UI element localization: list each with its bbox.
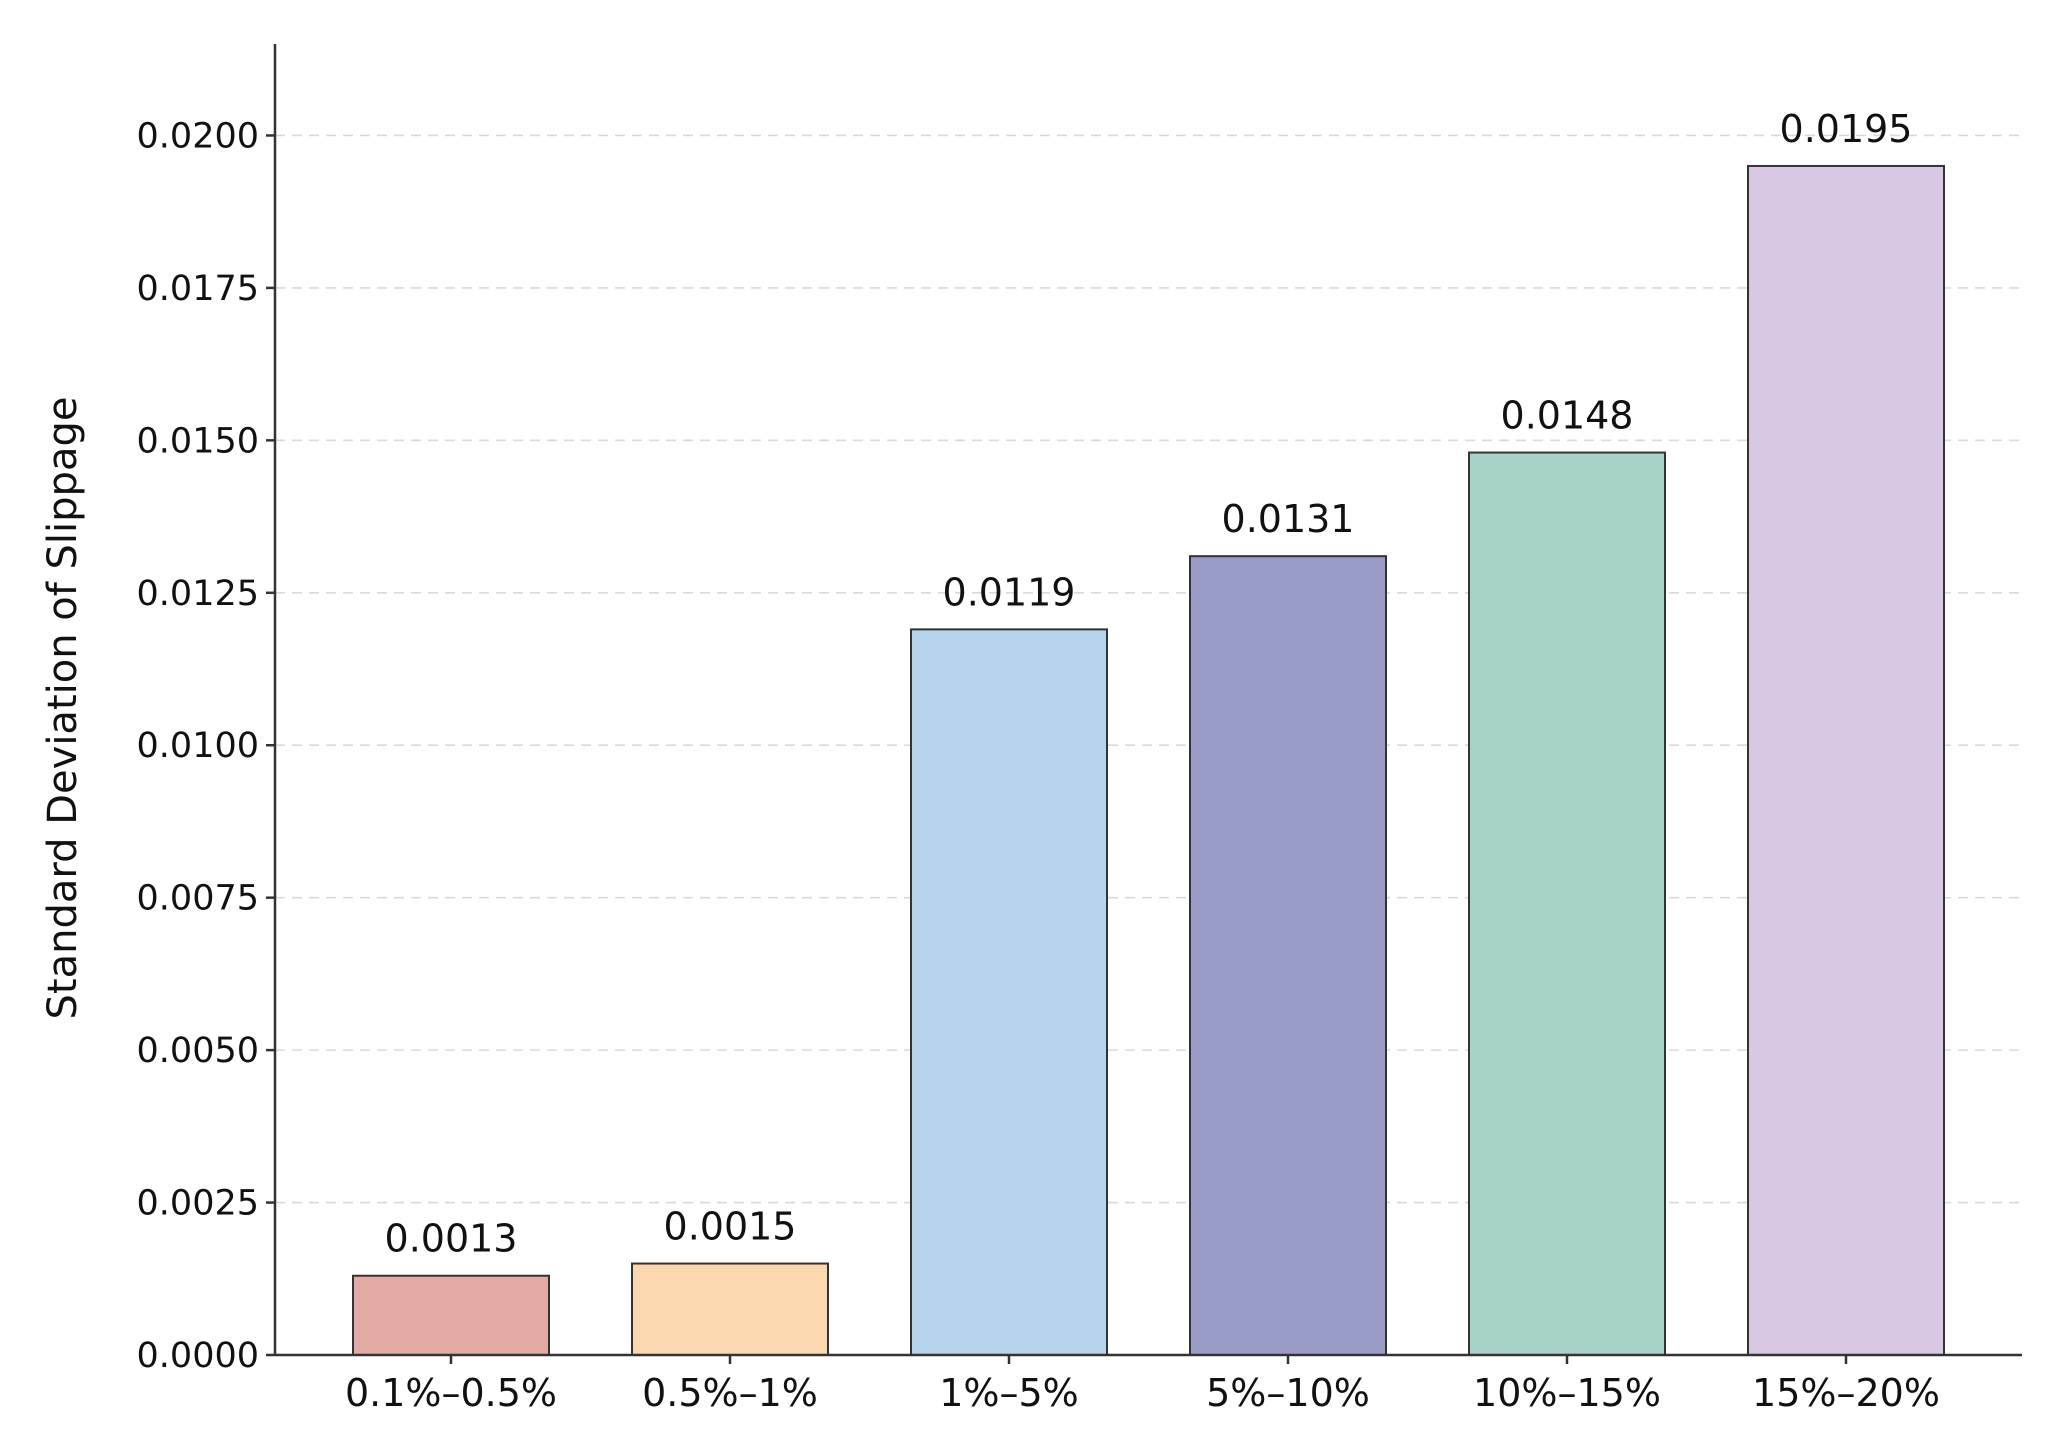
bars <box>352 164 1945 1357</box>
axes <box>273 44 2022 1357</box>
x-tick-label: 0.5%–1% <box>642 1371 818 1415</box>
y-tick-label: 0.0100 <box>137 726 259 766</box>
y-tick-label: 0.0150 <box>137 421 259 461</box>
bar <box>631 1262 829 1357</box>
y-tick-label: 0.0175 <box>137 269 259 309</box>
y-tick-label: 0.0200 <box>137 116 259 156</box>
x-tick-label: 0.1%–0.5% <box>345 1371 557 1415</box>
data-label: 0.0148 <box>1501 394 1634 438</box>
data-label: 0.0195 <box>1780 107 1913 151</box>
bar <box>1189 555 1387 1356</box>
x-tick-label: 5%–10% <box>1206 1371 1370 1415</box>
y-axis-title: Standard Deviation of Slippage <box>40 397 86 1020</box>
y-ticks: 0.0000 0.0025 0.0050 0.0075 0.0100 0.0125 0.01… <box>137 116 275 1376</box>
y-tick-label: 0.0000 <box>137 1336 259 1376</box>
x-tick-label: 10%–15% <box>1473 1371 1661 1415</box>
y-tick-label: 0.0025 <box>137 1184 259 1224</box>
data-label: 0.0119 <box>943 570 1076 614</box>
x-tick-label: 15%–20% <box>1752 1371 1940 1415</box>
x-tick-label: 1%–5% <box>939 1371 1079 1415</box>
bar <box>1468 451 1666 1356</box>
y-tick-label: 0.0050 <box>137 1031 259 1071</box>
bar <box>1747 164 1945 1356</box>
y-tick-label: 0.0075 <box>137 879 259 919</box>
bar <box>910 628 1108 1356</box>
data-label: 0.0013 <box>385 1217 518 1261</box>
data-label: 0.0131 <box>1222 497 1355 541</box>
gridlines <box>275 134 2022 1204</box>
data-labels: 0.0013 0.0015 0.0119 0.0131 0.0148 0.0195 <box>385 107 1913 1261</box>
bar <box>352 1274 550 1356</box>
data-label: 0.0015 <box>664 1205 797 1249</box>
y-tick-label: 0.0125 <box>137 574 259 614</box>
x-ticks: 0.1%–0.5% 0.5%–1% 1%–5% 5%–10% 10%–15% 15%–20… <box>345 1355 1940 1415</box>
